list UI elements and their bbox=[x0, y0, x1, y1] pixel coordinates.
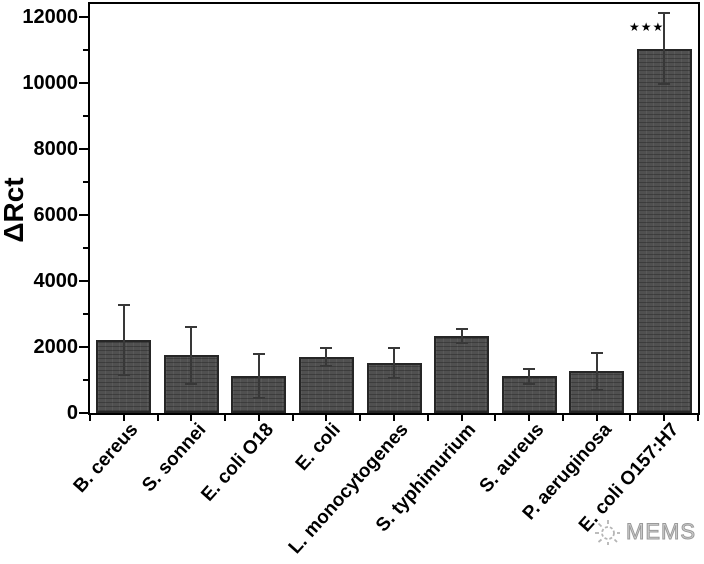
error-bar-cap-top bbox=[455, 328, 468, 331]
y-axis-minor-tick bbox=[83, 115, 88, 118]
y-axis-minor-tick bbox=[83, 313, 88, 316]
y-axis-major-tick bbox=[79, 148, 88, 151]
x-axis-tick bbox=[224, 415, 227, 421]
error-bar-cap-bottom bbox=[658, 83, 671, 86]
x-axis-tick bbox=[528, 415, 531, 421]
error-bar-cap-top bbox=[117, 304, 130, 307]
x-tick-label: S. sonnei bbox=[138, 419, 211, 497]
y-axis-minor-tick bbox=[83, 379, 88, 382]
x-axis-tick bbox=[190, 415, 193, 421]
watermark: MEMS bbox=[592, 517, 696, 547]
bar bbox=[636, 48, 692, 413]
error-bar-cap-top bbox=[320, 346, 333, 349]
error-bar-line bbox=[325, 347, 328, 367]
y-axis-major-tick bbox=[79, 214, 88, 217]
x-axis-tick bbox=[697, 415, 699, 421]
error-bar-cap-top bbox=[185, 325, 198, 328]
gear-icon bbox=[592, 517, 622, 547]
y-axis-minor-tick bbox=[83, 181, 88, 184]
y-axis-major-tick bbox=[79, 16, 88, 19]
x-tick-label: E. coli bbox=[292, 419, 346, 475]
y-tick-label: 4000 bbox=[33, 270, 79, 293]
x-tick-label: S. aureus bbox=[475, 419, 548, 497]
error-bar-cap-top bbox=[658, 11, 671, 14]
x-tick-label: B. cereus bbox=[69, 419, 143, 497]
y-axis-minor-tick bbox=[83, 247, 88, 250]
error-bar-line bbox=[595, 353, 598, 390]
error-bar-cap-top bbox=[388, 347, 400, 350]
x-axis-tick bbox=[663, 415, 666, 421]
x-axis-tick bbox=[325, 415, 328, 421]
x-axis-tick bbox=[89, 415, 91, 421]
x-tick-label: L. monocytogenes bbox=[284, 419, 413, 559]
y-tick-label: 2000 bbox=[33, 336, 79, 359]
y-tick-label: 10000 bbox=[22, 72, 78, 95]
error-bar-cap-bottom bbox=[185, 382, 198, 385]
x-axis-tick bbox=[595, 415, 598, 421]
error-bar-line bbox=[528, 368, 531, 384]
x-axis-tick bbox=[561, 415, 564, 421]
y-axis-minor-tick bbox=[83, 49, 88, 52]
error-bar-cap-top bbox=[590, 352, 603, 355]
error-bar-cap-top bbox=[252, 353, 265, 356]
y-axis-major-tick bbox=[79, 346, 88, 349]
y-tick-label: 6000 bbox=[33, 204, 79, 227]
x-axis-tick bbox=[122, 415, 125, 421]
x-axis-tick bbox=[156, 415, 159, 421]
y-axis-major-tick bbox=[79, 280, 88, 283]
error-bar-line bbox=[393, 348, 395, 379]
error-bar-line bbox=[460, 329, 463, 344]
bar bbox=[434, 336, 490, 413]
error-bar-line bbox=[663, 12, 666, 85]
bar bbox=[298, 356, 354, 413]
error-bar-cap-bottom bbox=[320, 365, 333, 368]
x-axis-tick bbox=[359, 415, 362, 421]
x-axis-tick bbox=[291, 415, 294, 421]
error-bar-cap-bottom bbox=[252, 396, 265, 399]
x-axis-tick bbox=[494, 415, 497, 421]
x-axis-tick bbox=[393, 415, 395, 421]
x-axis-tick bbox=[460, 415, 463, 421]
y-tick-label: 12000 bbox=[22, 6, 78, 29]
error-bar-cap-bottom bbox=[388, 377, 400, 380]
error-bar-line bbox=[257, 354, 260, 398]
error-bar-line bbox=[122, 305, 125, 376]
error-bar-line bbox=[190, 326, 193, 384]
watermark-label: MEMS bbox=[626, 519, 696, 545]
x-axis-tick bbox=[629, 415, 632, 421]
error-bar-cap-bottom bbox=[523, 382, 536, 385]
error-bar-cap-bottom bbox=[590, 388, 603, 391]
y-tick-label: 0 bbox=[66, 402, 78, 424]
x-axis-tick bbox=[426, 415, 429, 421]
error-bar-cap-bottom bbox=[117, 374, 130, 377]
y-axis-major-tick bbox=[79, 412, 88, 414]
y-tick-label: 8000 bbox=[33, 138, 79, 161]
significance-marker: ★★★ bbox=[628, 19, 665, 34]
y-axis-major-tick bbox=[79, 82, 88, 85]
error-bar-cap-bottom bbox=[455, 342, 468, 345]
x-axis-tick bbox=[257, 415, 260, 421]
error-bar-cap-top bbox=[523, 367, 536, 370]
